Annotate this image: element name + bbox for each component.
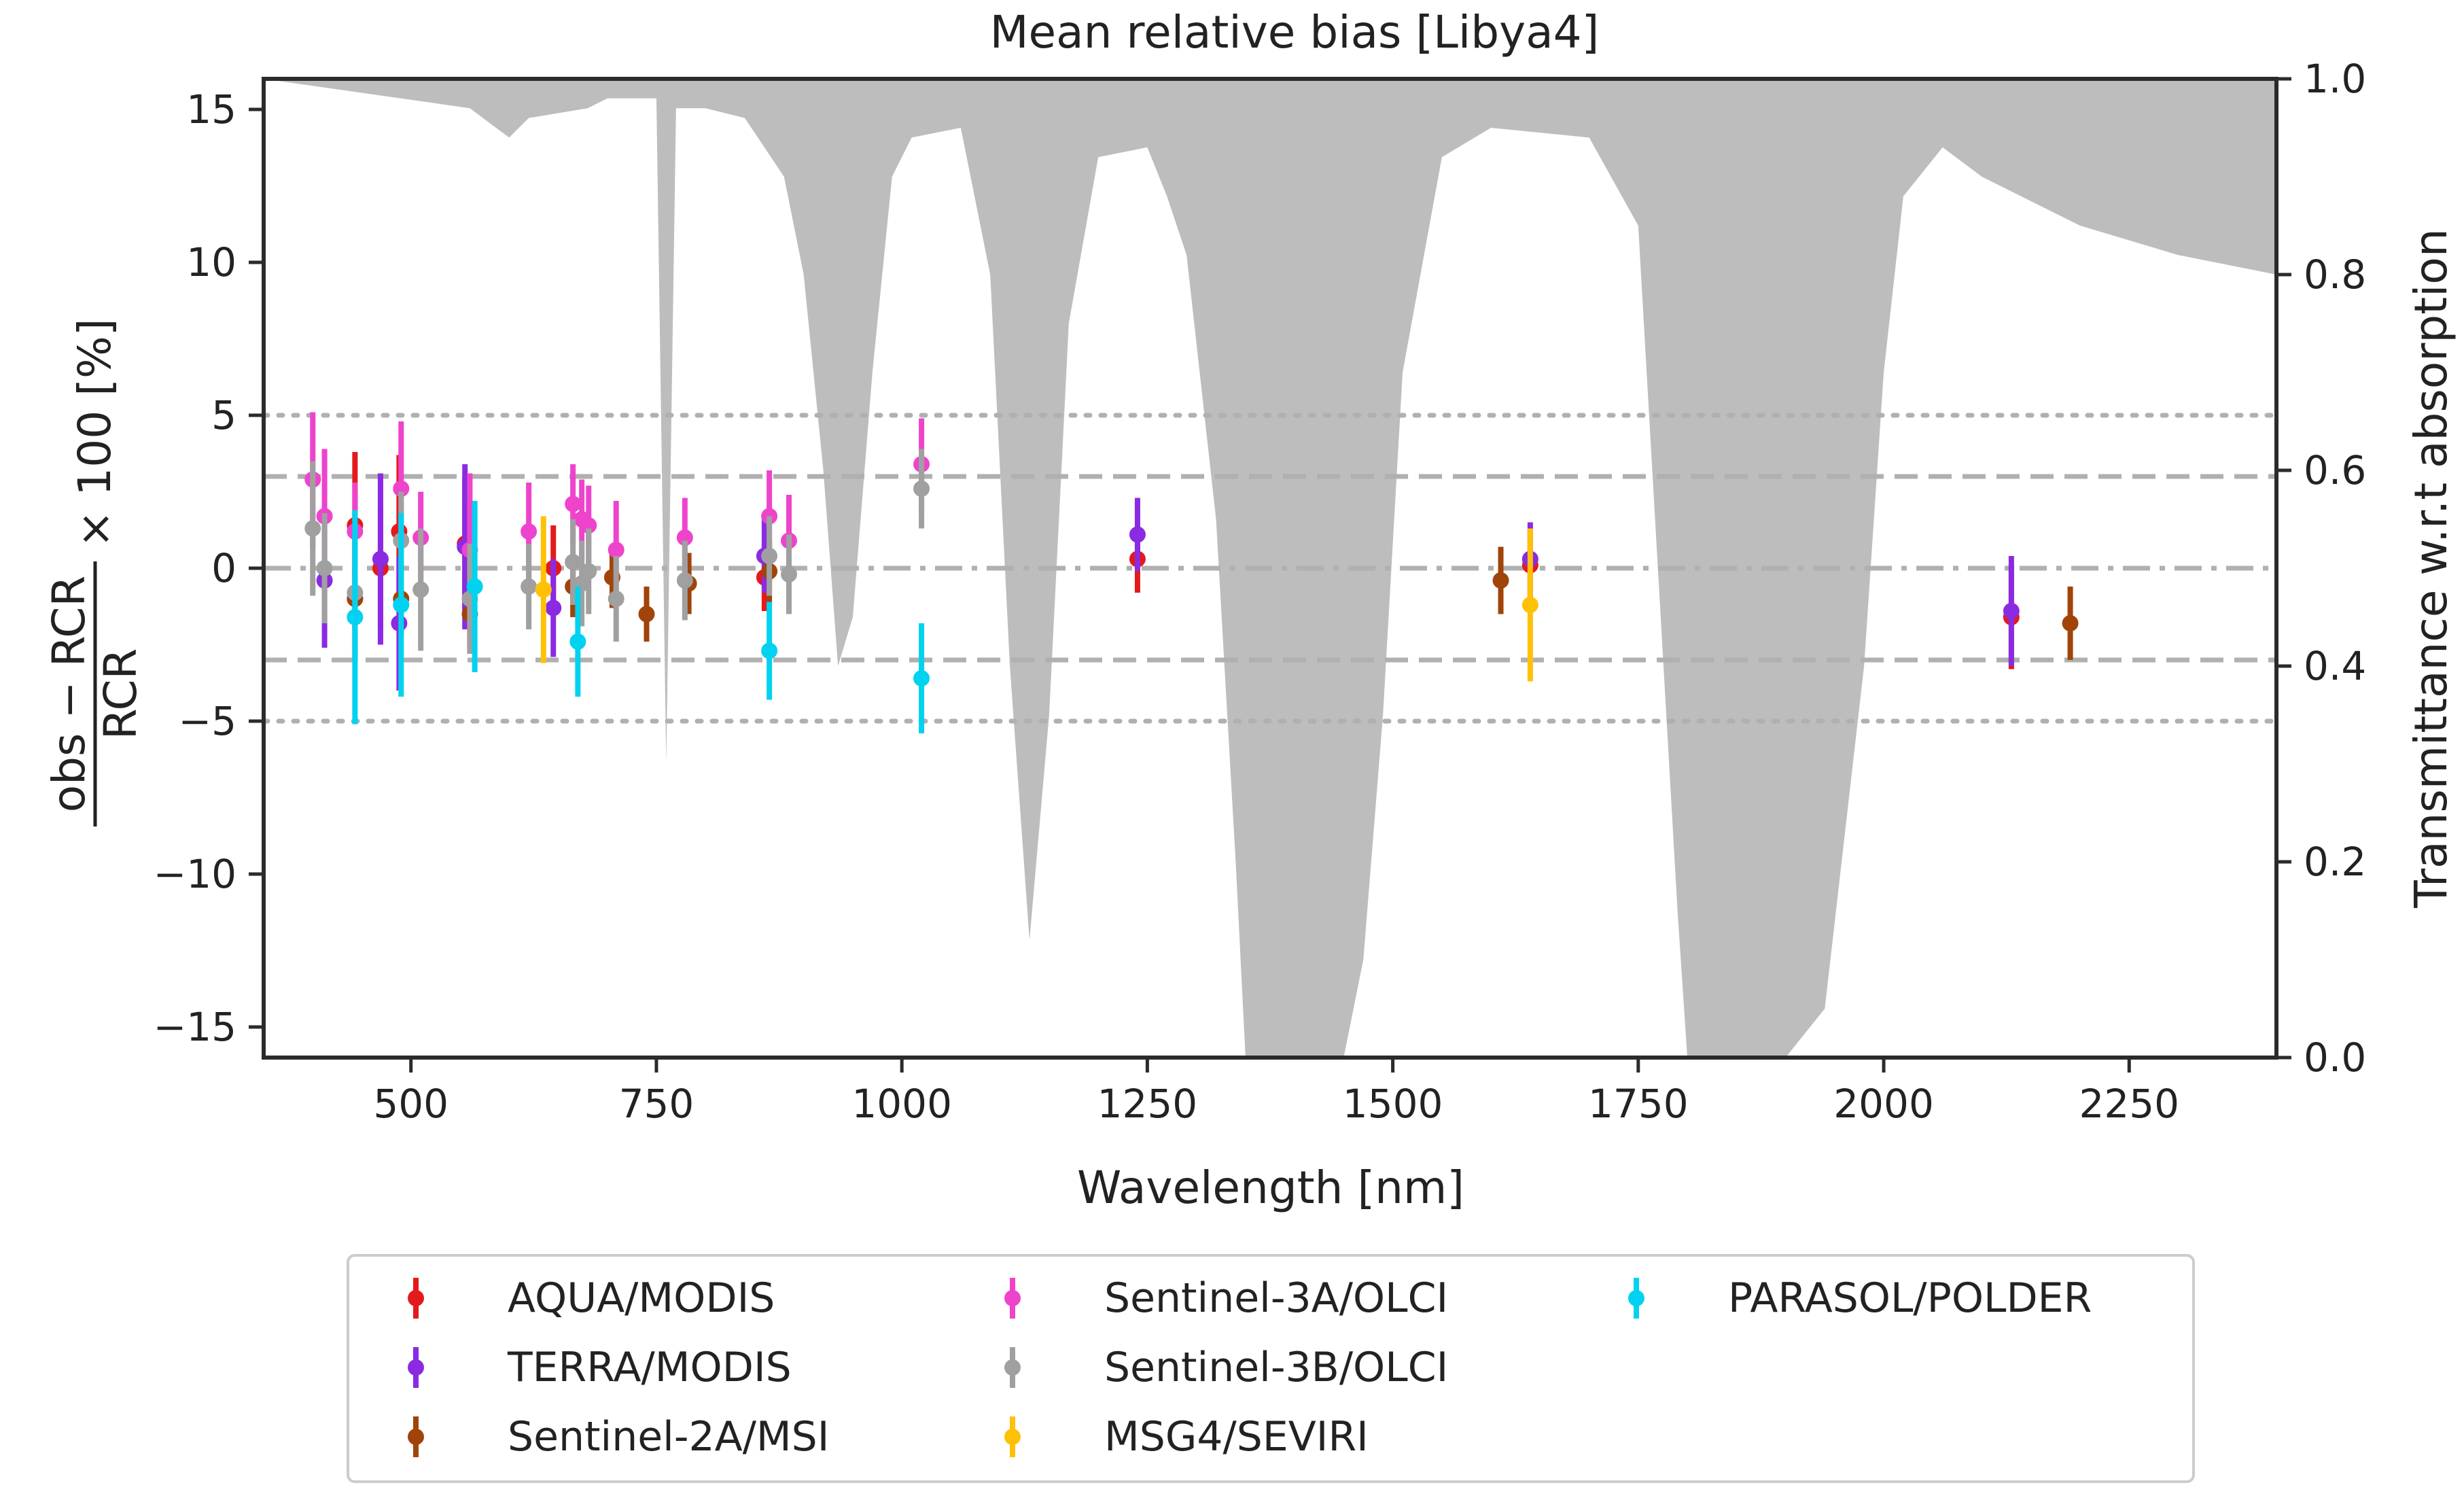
x-tick-label: 1750 (1588, 1081, 1689, 1127)
y-label-numerator: obs − RCR (43, 576, 95, 812)
data-point (2003, 603, 2020, 619)
data-point (676, 529, 693, 546)
legend-item: Sentinel-3B/OLCI (1004, 1344, 1448, 1391)
data-point (316, 560, 333, 576)
data-point (580, 563, 597, 580)
legend-frame (347, 1254, 2195, 1483)
data-point (913, 481, 930, 497)
legend-label: PARASOL/POLDER (1728, 1274, 2092, 1322)
x-tick-label: 500 (373, 1081, 448, 1127)
data-point (521, 523, 538, 540)
data-point (638, 606, 655, 623)
data-point (393, 481, 410, 497)
legend-item: MSG4/SEVIRI (1004, 1413, 1369, 1461)
y-tick-label: 0 (211, 545, 236, 591)
data-point (347, 609, 364, 625)
y-tick-label: 10 (186, 239, 236, 285)
legend-marker-dot (408, 1429, 424, 1445)
legend-label: TERRA/MODIS (507, 1344, 792, 1391)
data-point (913, 670, 930, 686)
legend-marker-dot (1004, 1290, 1021, 1306)
y-axis-label: obs − RCR RCR × 100 [%] (43, 319, 147, 826)
y2-tick-label: 0.0 (2304, 1034, 2366, 1081)
reference-lines (261, 413, 2279, 724)
data-point (412, 581, 429, 598)
legend-item: PARASOL/POLDER (1628, 1274, 2092, 1322)
legend-marker-dot (408, 1290, 424, 1306)
x-tick-label: 2250 (2079, 1081, 2179, 1127)
y2-axis-label: Transmittance w.r.t absorption (2405, 228, 2457, 908)
legend-marker-dot (1628, 1290, 1644, 1306)
data-point (1492, 572, 1509, 589)
y-label-denominator: RCR (94, 648, 147, 740)
y2-tick-label: 0.8 (2304, 251, 2366, 298)
legend-marker-dot (408, 1359, 424, 1376)
data-point (304, 520, 321, 537)
legend-label: Sentinel-3A/OLCI (1104, 1274, 1448, 1322)
x-axis-label: Wavelength [nm] (1077, 1162, 1464, 1214)
legend-item: Sentinel-3A/OLCI (1004, 1274, 1448, 1322)
y-tick-label: 5 (211, 392, 236, 438)
legend-label: Sentinel-3B/OLCI (1104, 1344, 1448, 1391)
data-point (521, 578, 538, 595)
x-tick-label: 1500 (1343, 1081, 1443, 1127)
y-tick-label: −10 (154, 851, 236, 897)
data-point (1129, 526, 1146, 543)
data-point (569, 633, 586, 650)
y2-tick-label: 0.2 (2304, 839, 2366, 885)
y-axis: −15 −10 −5 0 5 10 15 (154, 86, 264, 1050)
series-msg4-seviri (535, 516, 1538, 682)
y-tick-label: −15 (154, 1004, 236, 1050)
data-point (1521, 597, 1538, 613)
y2-tick-label: 0.6 (2304, 447, 2366, 493)
y-tick-label: 15 (186, 86, 236, 133)
data-point (545, 599, 562, 616)
data-point (393, 597, 410, 613)
data-point (761, 548, 778, 564)
y2-tick-label: 0.4 (2304, 643, 2366, 689)
data-point (761, 642, 778, 659)
x-tick-label: 1000 (851, 1081, 952, 1127)
data-point (565, 554, 582, 570)
x-tick-label: 1250 (1097, 1081, 1198, 1127)
data-point (608, 542, 624, 558)
y2-axis: 0.0 0.2 0.4 0.6 0.8 1.0 (2276, 56, 2366, 1081)
data-point (781, 566, 798, 582)
legend-label: Sentinel-2A/MSI (508, 1413, 829, 1461)
data-point (466, 578, 483, 595)
data-point (565, 495, 582, 512)
legend-item: AQUA/MODIS (408, 1274, 775, 1322)
chart-title: Mean relative bias [Libya4] (990, 6, 1600, 58)
y-tick-label: −5 (179, 698, 237, 744)
data-point (2062, 615, 2079, 631)
x-tick-label: 750 (619, 1081, 694, 1127)
data-point (372, 551, 389, 568)
legend-label: MSG4/SEVIRI (1104, 1413, 1369, 1461)
legend-marker-dot (1004, 1359, 1021, 1376)
legend-marker-dot (1004, 1429, 1021, 1445)
data-series (304, 412, 2079, 733)
y-label-suffix: × 100 [%] (69, 319, 121, 548)
data-point (535, 581, 552, 598)
data-point (580, 517, 597, 534)
data-point (608, 591, 624, 607)
x-axis: 500 750 1000 1250 1500 1750 2000 2250 (373, 1058, 2179, 1127)
data-point (676, 572, 693, 589)
y2-tick-label: 1.0 (2304, 56, 2366, 102)
series-parasol-polder (347, 501, 930, 733)
legend-item: TERRA/MODIS (408, 1344, 792, 1391)
legend-label: AQUA/MODIS (508, 1274, 775, 1322)
legend: AQUA/MODIS TERRA/MODIS Sentinel-2A/MSI Sent… (347, 1254, 2195, 1483)
legend-item: Sentinel-2A/MSI (408, 1413, 829, 1461)
x-tick-label: 2000 (1833, 1081, 1934, 1127)
